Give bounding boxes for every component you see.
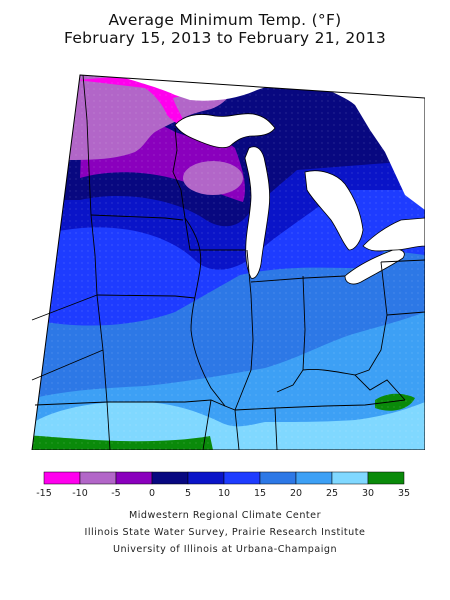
legend-ticks: -15 -10 -5 0 5 10 15 20 25 30 35: [36, 488, 410, 499]
credit-mrcc: Midwestern Regional Climate Center: [128, 510, 322, 521]
legend-tick-label: 0: [149, 488, 155, 499]
legend-swatch: [187, 471, 225, 485]
legend-tick-label: 30: [362, 488, 374, 499]
canada-land: [80, 50, 425, 210]
legend-tick-label: 20: [290, 488, 302, 499]
state-boundaries: [31, 74, 425, 450]
ontario-shore: [362, 217, 425, 252]
color-legend: -15 -10 -5 0 5 10 15 20 25 30 35: [36, 471, 410, 499]
legend-swatch: [79, 471, 117, 485]
legend-swatch: [367, 471, 405, 485]
legend-tick-label: 10: [218, 488, 230, 499]
legend-swatch: [223, 471, 261, 485]
map-title-line-1: Average Minimum Temp. (°F): [108, 11, 342, 29]
legend-swatch: [115, 471, 153, 485]
lake-huron: [304, 170, 364, 251]
legend-tick-label: 35: [398, 488, 410, 499]
map-frame: [31, 74, 425, 450]
legend-tick-label: -10: [72, 488, 88, 499]
legend-tick-label: -5: [111, 488, 120, 499]
map-title-line-2: February 15, 2013 to February 21, 2013: [63, 29, 387, 47]
legend-tick-label: 15: [254, 488, 266, 499]
lake-erie: [344, 249, 405, 285]
legend-swatch: [295, 471, 333, 485]
credit-isws: Illinois State Water Survey, Prairie Res…: [84, 527, 366, 538]
legend-swatch: [259, 471, 297, 485]
temperature-map: [31, 50, 425, 450]
legend-swatch: [331, 471, 369, 485]
legend-swatch: [151, 471, 189, 485]
legend-tick-label: -15: [36, 488, 52, 499]
legend-tick-label: 5: [185, 488, 191, 499]
credit-uiuc: University of Illinois at Urbana-Champai…: [112, 544, 338, 555]
legend-swatch: [43, 471, 81, 485]
lake-superior: [174, 113, 276, 149]
lake-michigan: [244, 146, 271, 279]
legend-swatches: [43, 471, 405, 485]
legend-tick-label: 25: [326, 488, 338, 499]
